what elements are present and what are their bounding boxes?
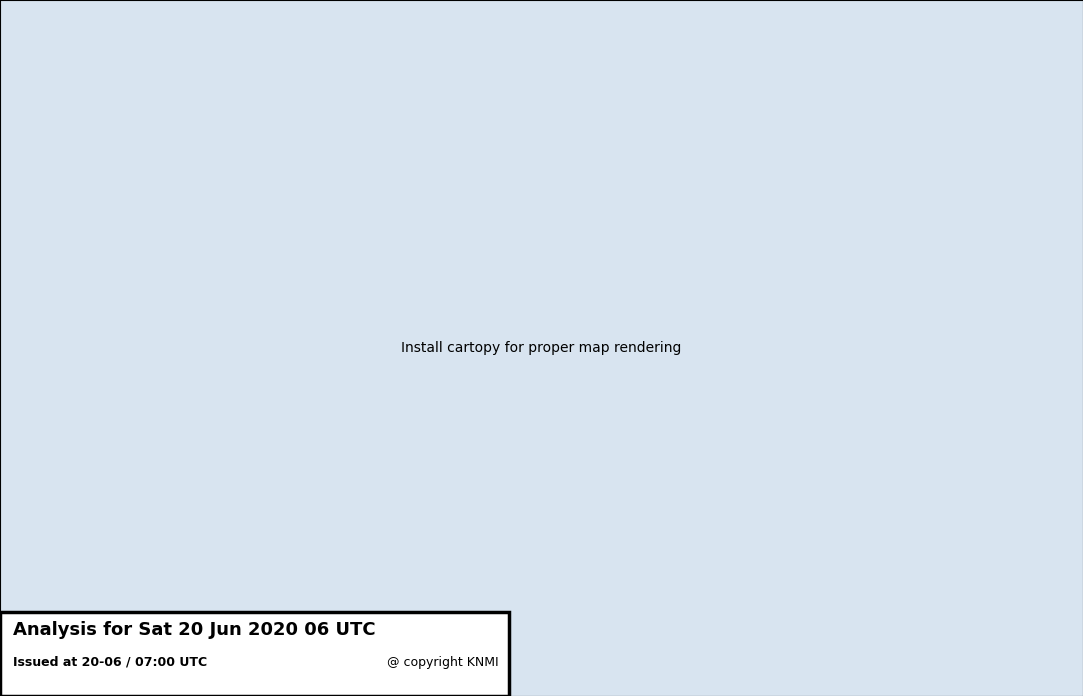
Text: Analysis for Sat 20 Jun 2020 06 UTC: Analysis for Sat 20 Jun 2020 06 UTC <box>13 621 376 639</box>
Text: @ copyright KNMI: @ copyright KNMI <box>387 656 498 669</box>
Text: Install cartopy for proper map rendering: Install cartopy for proper map rendering <box>402 341 681 355</box>
Text: Issued at 20-06 / 07:00 UTC: Issued at 20-06 / 07:00 UTC <box>13 656 207 669</box>
